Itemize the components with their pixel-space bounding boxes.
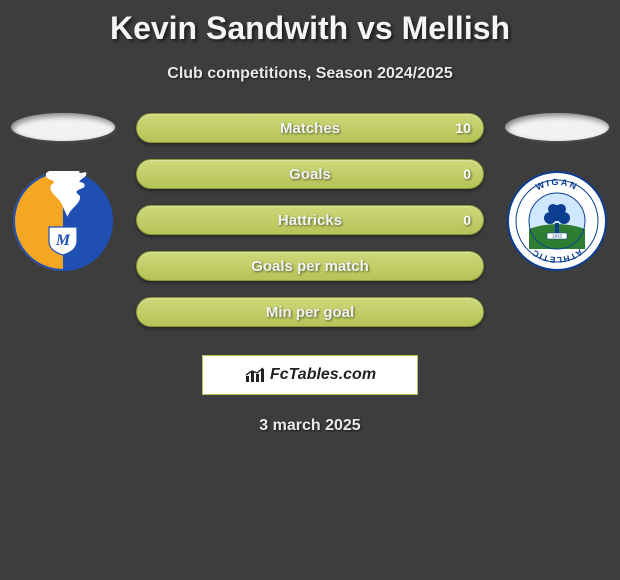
player-ellipse-right [505,113,609,141]
stat-label: Min per goal [266,304,354,321]
subtitle: Club competitions, Season 2024/2025 [0,65,620,83]
page-title: Kevin Sandwith vs Mellish [0,0,620,47]
stat-right-value: 0 [463,166,471,182]
comparison-row: M Matches 10 Goals 0 Hattricks 0 Goals p… [0,113,620,395]
date-text: 3 march 2025 [0,417,620,435]
chart-icon [244,366,266,384]
stat-bar-min-per-goal: Min per goal [136,297,484,327]
brand-box: FcTables.com [202,355,418,395]
stat-label: Goals per match [251,258,369,275]
player-ellipse-left [11,113,115,141]
brand-text: FcTables.com [270,366,376,384]
right-side: WIGAN ATHLETIC 1932 [502,113,612,271]
club-logo-left: M [13,171,113,271]
club-logo-right: WIGAN ATHLETIC 1932 [507,171,607,271]
stat-bar-goals-per-match: Goals per match [136,251,484,281]
stat-label: Hattricks [278,212,342,229]
stat-label: Matches [280,120,340,137]
stats-column: Matches 10 Goals 0 Hattricks 0 Goals per… [118,113,502,395]
stat-bar-matches: Matches 10 [136,113,484,143]
stat-right-value: 0 [463,212,471,228]
stat-label: Goals [289,166,331,183]
svg-text:M: M [55,232,71,249]
svg-text:1932: 1932 [552,234,563,239]
stat-bar-hattricks: Hattricks 0 [136,205,484,235]
stat-bar-goals: Goals 0 [136,159,484,189]
stat-right-value: 10 [455,120,471,136]
left-side: M [8,113,118,271]
